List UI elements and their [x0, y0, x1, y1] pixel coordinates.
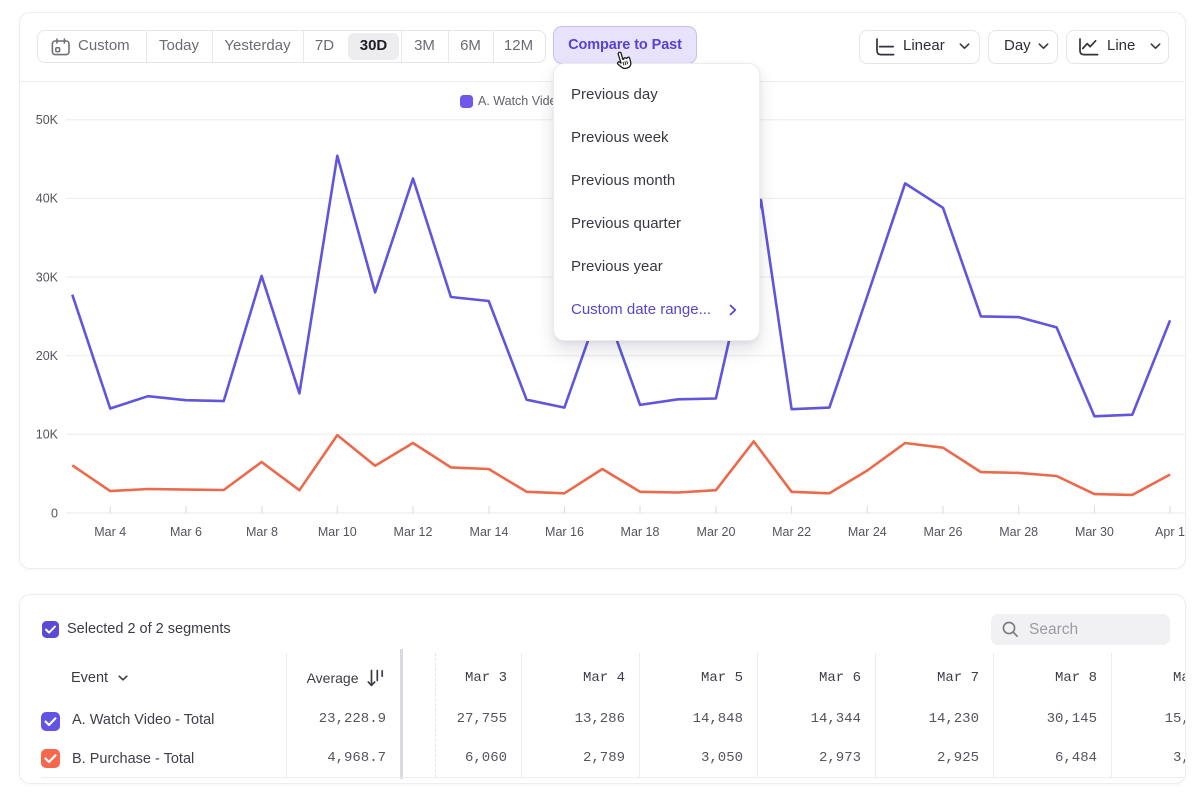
svg-text:Mar 8: Mar 8	[246, 525, 278, 539]
svg-text:Mar 28: Mar 28	[999, 525, 1038, 539]
svg-text:Mar 24: Mar 24	[848, 525, 887, 539]
svg-text:20K: 20K	[36, 349, 59, 363]
svg-text:Mar 12: Mar 12	[394, 525, 433, 539]
svg-text:Mar 14: Mar 14	[470, 525, 509, 539]
svg-text:Mar 22: Mar 22	[772, 525, 811, 539]
svg-text:Mar 30: Mar 30	[1075, 525, 1114, 539]
svg-text:10K: 10K	[36, 428, 59, 442]
svg-text:0: 0	[51, 506, 58, 520]
svg-text:Apr 1: Apr 1	[1155, 525, 1185, 539]
svg-text:Mar 4: Mar 4	[94, 525, 126, 539]
svg-text:Mar 10: Mar 10	[318, 525, 357, 539]
svg-text:Mar 26: Mar 26	[924, 525, 963, 539]
svg-text:Mar 16: Mar 16	[545, 525, 584, 539]
svg-text:50K: 50K	[36, 113, 59, 127]
svg-text:40K: 40K	[36, 192, 59, 206]
svg-text:30K: 30K	[36, 270, 59, 284]
svg-text:Mar 20: Mar 20	[697, 525, 736, 539]
svg-text:Mar 18: Mar 18	[621, 525, 660, 539]
svg-text:Mar 6: Mar 6	[170, 525, 202, 539]
